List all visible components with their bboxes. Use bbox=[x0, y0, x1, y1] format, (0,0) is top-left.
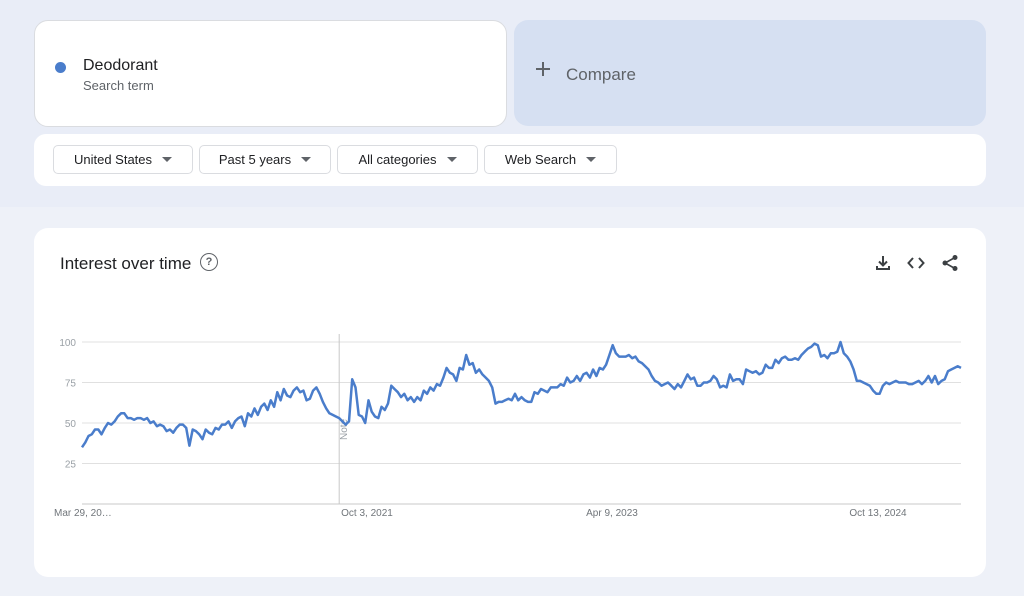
embed-code-icon[interactable] bbox=[907, 254, 925, 272]
search-term-subtitle: Search term bbox=[83, 78, 154, 93]
filter-bar: United States Past 5 years All categorie… bbox=[34, 134, 986, 186]
y-tick-label: 100 bbox=[59, 338, 76, 349]
interest-over-time-card: Interest over time ? 25 50 75 100 Mar 29, 20… bbox=[34, 228, 986, 577]
download-icon[interactable] bbox=[874, 254, 892, 272]
caret-down-icon bbox=[586, 157, 597, 162]
x-tick-label: Mar 29, 20… bbox=[54, 508, 112, 519]
filter-search-type-dropdown[interactable]: Web Search bbox=[484, 145, 617, 174]
series-line bbox=[80, 340, 962, 448]
filter-category-label: All categories bbox=[358, 152, 437, 167]
x-tick-label: Oct 13, 2024 bbox=[849, 508, 907, 519]
filter-region-label: United States bbox=[73, 152, 153, 167]
share-icon[interactable] bbox=[941, 254, 959, 272]
interest-line-chart: 25 50 75 100 Mar 29, 20… Oct 3, 2021 Apr 9, 20… bbox=[54, 334, 962, 519]
plus-icon bbox=[536, 62, 550, 76]
x-tick-label: Oct 3, 2021 bbox=[341, 508, 393, 519]
y-tick-label: 75 bbox=[65, 379, 77, 390]
series-color-dot bbox=[55, 62, 66, 73]
compare-button[interactable]: Compare bbox=[514, 20, 986, 126]
y-tick-label: 25 bbox=[65, 460, 77, 471]
caret-down-icon bbox=[446, 157, 457, 162]
filter-time-range-label: Past 5 years bbox=[218, 152, 292, 167]
y-tick-label: 50 bbox=[65, 419, 77, 430]
x-tick-label: Apr 9, 2023 bbox=[586, 508, 638, 519]
filter-region-dropdown[interactable]: United States bbox=[53, 145, 193, 174]
note-marker-label: Note bbox=[339, 418, 350, 440]
filter-search-type-label: Web Search bbox=[504, 152, 577, 167]
search-term-card[interactable]: Deodorant Search term bbox=[34, 20, 507, 127]
caret-down-icon bbox=[301, 157, 312, 162]
chart-title: Interest over time bbox=[60, 254, 192, 273]
help-circle-icon[interactable]: ? bbox=[200, 253, 218, 271]
filter-category-dropdown[interactable]: All categories bbox=[337, 145, 478, 174]
filter-time-range-dropdown[interactable]: Past 5 years bbox=[199, 145, 331, 174]
caret-down-icon bbox=[162, 157, 173, 162]
compare-label: Compare bbox=[566, 65, 636, 84]
search-term-name[interactable]: Deodorant bbox=[83, 57, 158, 74]
